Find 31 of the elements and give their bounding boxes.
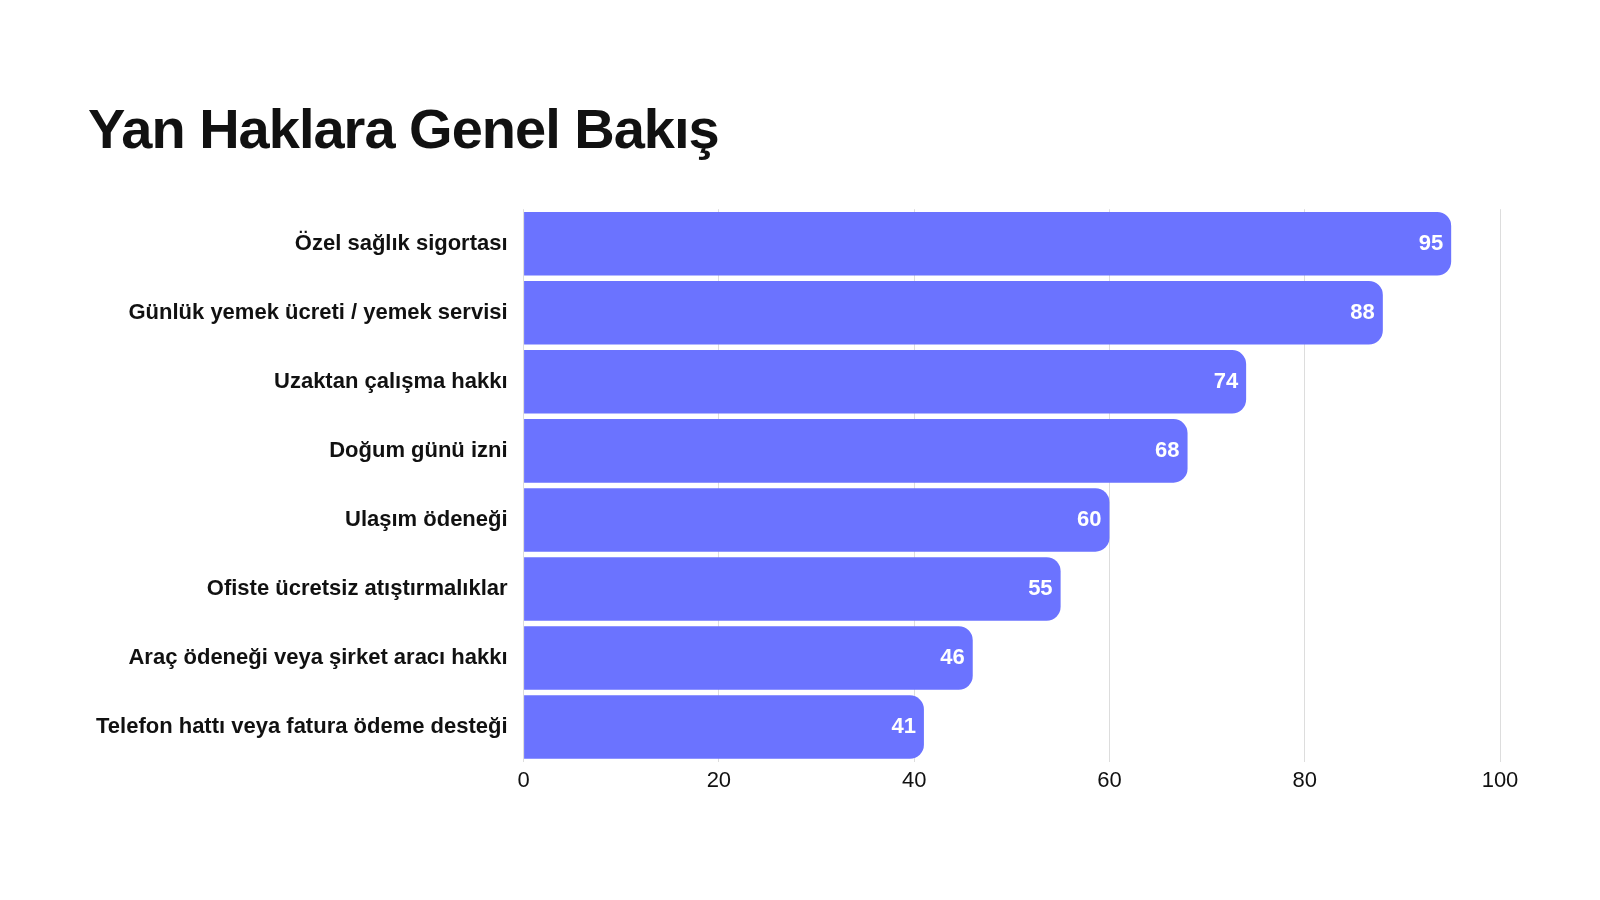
x-tick-label: 100	[1481, 766, 1519, 792]
bar	[524, 281, 1383, 345]
chart-title: Yan Haklara Genel Bakış	[88, 96, 719, 161]
bar	[524, 211, 1452, 276]
y-tick-label: Doğum günü izni	[329, 436, 508, 462]
data-label: 95	[1418, 229, 1444, 255]
bar	[524, 626, 973, 690]
bar	[524, 488, 1110, 552]
bar	[524, 695, 924, 759]
data-label: 74	[1213, 367, 1239, 393]
data-label: 60	[1076, 505, 1102, 531]
x-tick-label: 60	[1097, 766, 1122, 792]
data-label: 68	[1155, 436, 1180, 462]
y-tick-label: Özel sağlık sigortası	[294, 229, 508, 255]
data-label: 55	[1028, 575, 1053, 601]
bar	[524, 350, 1247, 414]
y-tick-label: Araç ödeneği veya şirket aracı hakkı	[128, 644, 508, 670]
data-label: 41	[891, 713, 916, 739]
data-label: 88	[1350, 298, 1375, 324]
bar	[524, 557, 1061, 621]
x-tick-label: 0	[517, 766, 530, 792]
y-tick-label: Uzaktan çalışma hakkı	[274, 367, 508, 393]
y-tick-label: Telefon hattı veya fatura ödeme desteği	[95, 713, 508, 739]
y-tick-label: Günlük yemek ücreti / yemek servisi	[128, 298, 508, 324]
x-tick-label: 20	[706, 766, 732, 792]
data-label: 46	[940, 644, 965, 670]
y-tick-label: Ulaşım ödeneği	[344, 505, 508, 531]
x-tick-label: 80	[1292, 766, 1317, 792]
x-tick-label: 40	[901, 766, 927, 792]
bar	[524, 419, 1188, 483]
y-tick-label: Ofiste ücretsiz atıştırmalıklar	[206, 575, 509, 601]
